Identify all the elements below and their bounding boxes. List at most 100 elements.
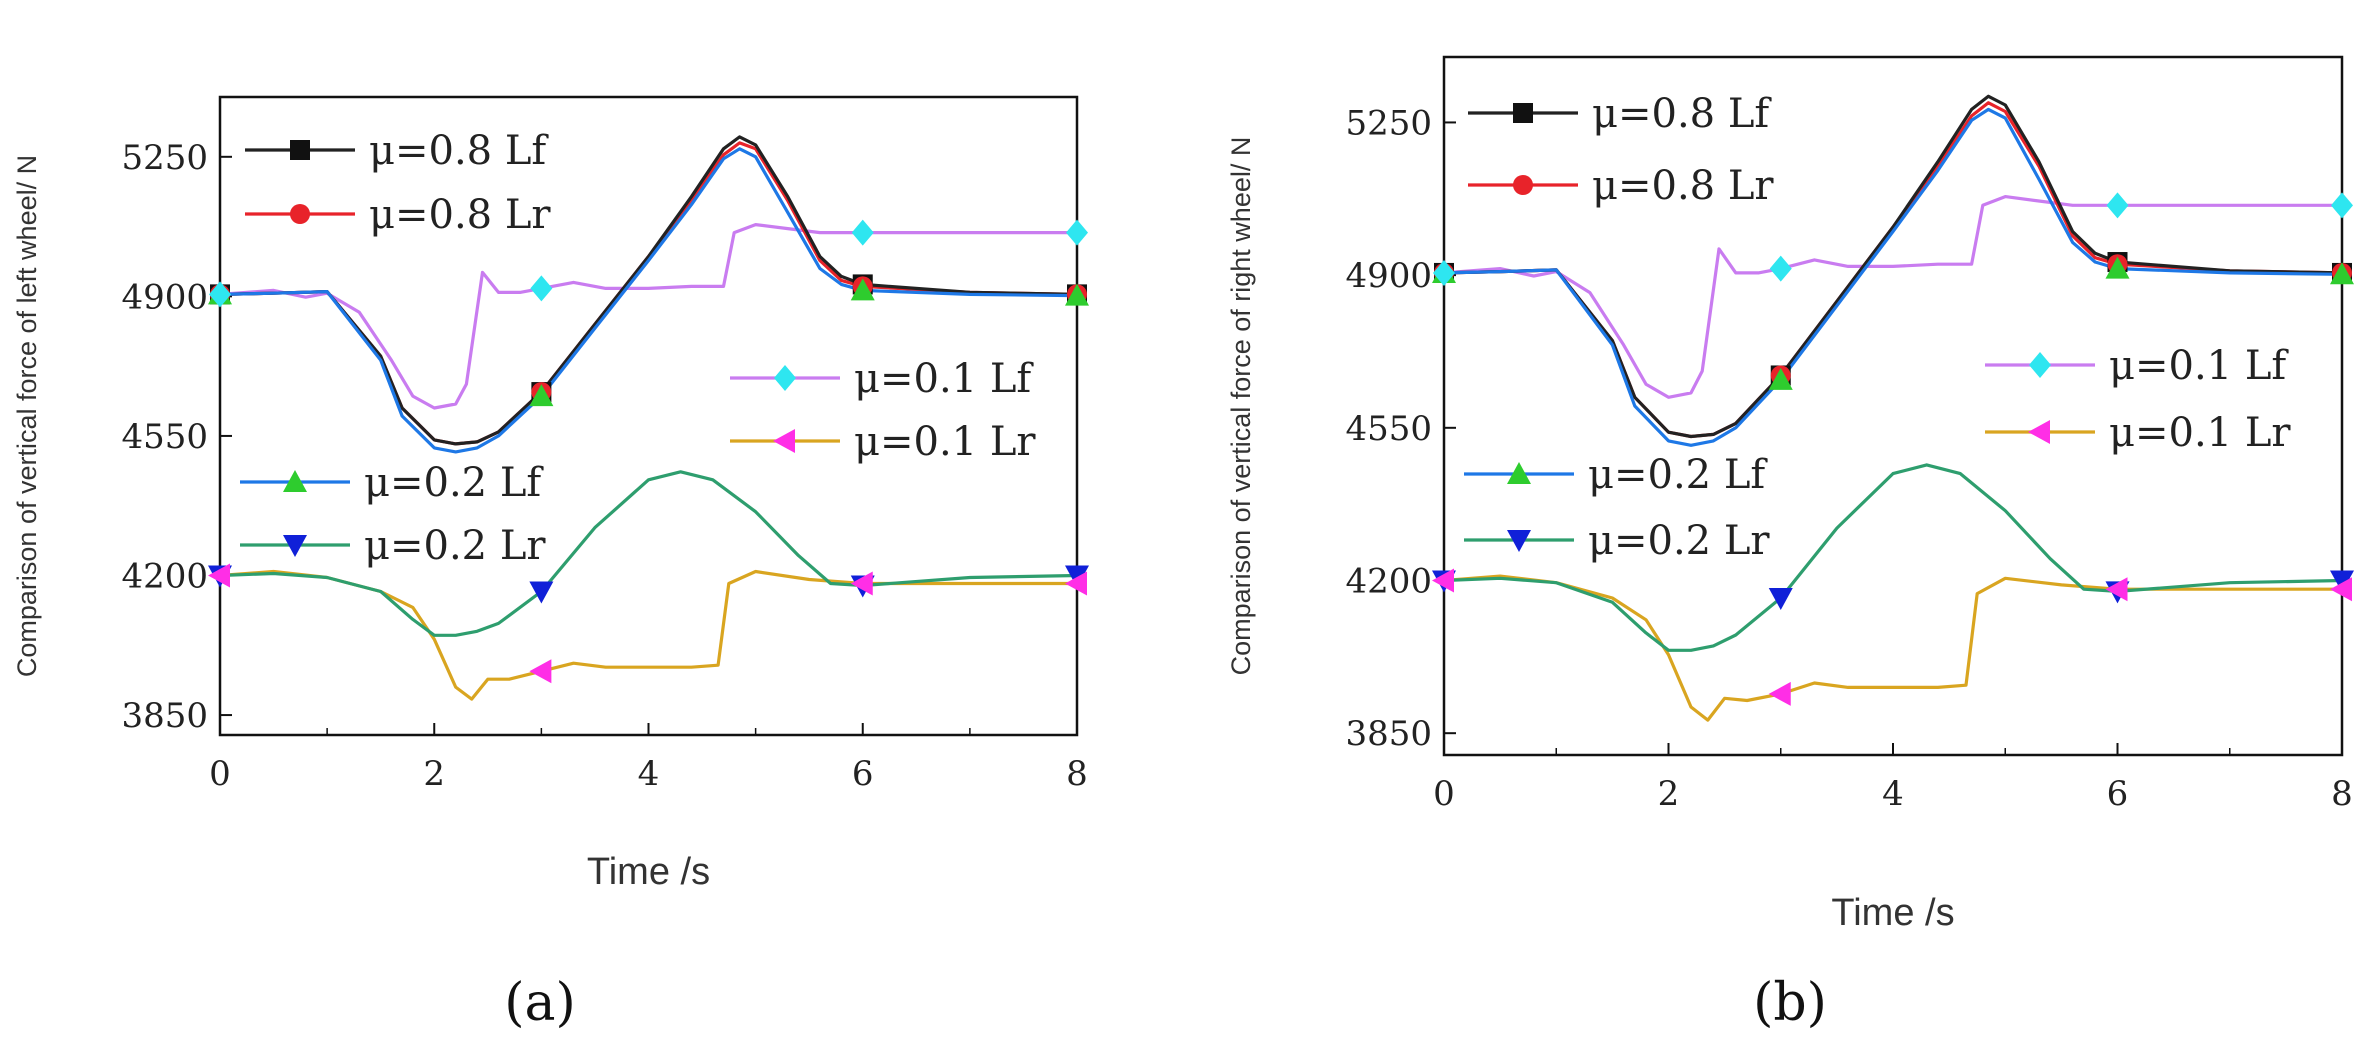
legend-entry: μ=0.8 Lf: [1468, 91, 1772, 137]
legend-label: μ=0.2 Lf: [1588, 452, 1768, 498]
data-point--0-1-lr: [2330, 577, 2352, 602]
legend-marker: [774, 365, 796, 391]
data-point--0-1-lr: [1768, 681, 1791, 706]
x-tick-label: 0: [1433, 774, 1455, 814]
data-point--0-1-lf: [2331, 192, 2353, 219]
legend-label: μ=0.1 Lr: [2109, 410, 2291, 456]
legend-marker: [773, 429, 795, 453]
y-tick-label: 4550: [1345, 409, 1432, 449]
x-tick-label: 8: [2331, 774, 2353, 814]
series-line--0-1-lf: [220, 223, 1077, 410]
legend-label: μ=0.2 Lf: [364, 460, 544, 506]
x-tick-label: 6: [2107, 774, 2129, 814]
x-tick-label: 2: [423, 754, 445, 794]
data-point--0-1-lf: [1433, 259, 1455, 286]
y-tick-label: 4200: [1345, 562, 1432, 602]
legend-label: μ=0.1 Lf: [2109, 343, 2289, 389]
legend-entry: μ=0.1 Lr: [1985, 410, 2291, 456]
legend-marker: [2028, 420, 2050, 444]
y-tick-label: 5250: [1345, 103, 1432, 143]
x-tick-label: 6: [852, 754, 874, 794]
data-point--0-2-lf: [850, 278, 875, 301]
y-tick-label: 4900: [121, 277, 208, 317]
y-tick-label: 5250: [121, 138, 208, 178]
data-point--0-1-lf: [1769, 255, 1792, 282]
y-tick-label: 4200: [121, 557, 208, 597]
legend-entry: μ=0.8 Lf: [245, 128, 549, 174]
legend-entry: μ=0.2 Lf: [240, 460, 544, 506]
data-point--0-2-lf: [1065, 283, 1089, 306]
data-point--0-1-lr: [1065, 571, 1087, 596]
series-line--0-1-lr: [1444, 574, 2342, 722]
x-tick-label: 0: [209, 754, 231, 794]
legend-marker: [1513, 103, 1533, 123]
legend-label: μ=0.1 Lr: [854, 419, 1036, 465]
data-point--0-1-lf: [209, 281, 231, 308]
legend-entry: μ=0.1 Lf: [1985, 343, 2289, 389]
legend-entry: μ=0.1 Lf: [730, 356, 1034, 402]
plot-frame: [218, 95, 1079, 737]
legend-entry: μ=0.8 Lr: [1468, 163, 1774, 209]
data-point--0-1-lr: [2105, 577, 2128, 602]
legend-marker: [2029, 352, 2051, 378]
data-point--0-1-lr: [850, 571, 873, 596]
legend-entry: μ=0.8 Lr: [245, 192, 551, 238]
y-axis-title: Comparison of vertical force of left whe…: [12, 155, 42, 677]
legend-marker: [283, 535, 307, 557]
legend-entry: μ=0.2 Lf: [1464, 452, 1768, 498]
legend-marker: [1507, 462, 1531, 484]
series-line--0-2-lf: [220, 147, 1077, 454]
data-point--0-2-lr: [2330, 570, 2354, 593]
x-tick-label: 2: [1658, 774, 1680, 814]
x-tick-label: 4: [638, 754, 660, 794]
x-axis-title: Time /s: [587, 851, 710, 893]
data-point--0-1-lr: [529, 659, 552, 684]
x-axis-title: Time /s: [1831, 892, 1954, 934]
series-line--0-1-lf: [1444, 195, 2342, 399]
data-point--0-2-lf: [529, 384, 554, 407]
data-point--0-2-lr: [529, 581, 554, 604]
y-tick-label: 4900: [1345, 256, 1432, 296]
series-line--0-8-lf: [1444, 94, 2342, 439]
data-point--0-2-lf: [2330, 262, 2354, 285]
data-point--0-1-lf: [2106, 192, 2129, 219]
data-point--0-1-lr: [208, 563, 230, 588]
legend-marker: [290, 140, 310, 160]
legend-marker: [1507, 530, 1531, 552]
chart-panel-a: 0 2 4 6 8 3850 4200 4550 4900 5250 Time /s Comparis…: [12, 95, 1089, 1033]
legend-label: μ=0.8 Lr: [1592, 163, 1774, 209]
data-point--0-2-lr: [1768, 587, 1793, 610]
series-line--0-2-lr: [1444, 463, 2342, 652]
legend-label: μ=0.8 Lf: [369, 128, 549, 174]
data-point--0-1-lf: [530, 275, 553, 302]
x-tick-label: 4: [1882, 774, 1904, 814]
series-line--0-1-lr: [220, 569, 1077, 701]
legend-label: μ=0.8 Lf: [1592, 91, 1772, 137]
legend-marker: [1513, 175, 1533, 195]
legend-label: μ=0.2 Lr: [1588, 518, 1770, 564]
panel-caption: (b): [1753, 973, 1827, 1033]
series-line--0-2-lf: [1444, 107, 2342, 447]
y-axis-title: Comparison of vertical force of right wh…: [1226, 137, 1256, 676]
y-tick-label: 3850: [121, 696, 208, 736]
x-tick-label: 8: [1066, 754, 1088, 794]
y-tick-label: 4550: [121, 417, 208, 457]
data-point--0-2-lr: [1065, 565, 1089, 588]
chart-panel-b: 0 2 4 6 8 3850 4200 4550 4900 5250 Time /s Comparis…: [1226, 55, 2354, 1033]
data-point--0-1-lf: [851, 219, 874, 246]
legend-entry: μ=0.2 Lr: [240, 523, 546, 569]
data-point--0-2-lf: [2105, 256, 2130, 279]
series-line--0-2-lr: [220, 470, 1077, 637]
y-tick-label: 3850: [1345, 714, 1432, 754]
legend-label: μ=0.1 Lf: [854, 356, 1034, 402]
panel-caption: (a): [504, 973, 576, 1033]
legend-entry: μ=0.2 Lr: [1464, 518, 1770, 564]
legend-label: μ=0.2 Lr: [364, 523, 546, 569]
series-line--0-8-lf: [220, 135, 1077, 446]
plot-frame: [1442, 55, 2344, 757]
legend-marker: [283, 470, 307, 492]
data-point--0-1-lr: [1432, 568, 1454, 593]
legend-marker: [290, 204, 310, 224]
data-point--0-1-lf: [1066, 219, 1088, 246]
